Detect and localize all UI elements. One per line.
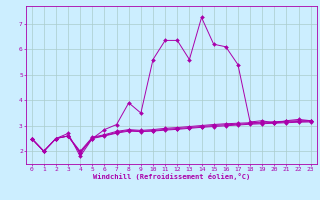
X-axis label: Windchill (Refroidissement éolien,°C): Windchill (Refroidissement éolien,°C) (92, 173, 250, 180)
